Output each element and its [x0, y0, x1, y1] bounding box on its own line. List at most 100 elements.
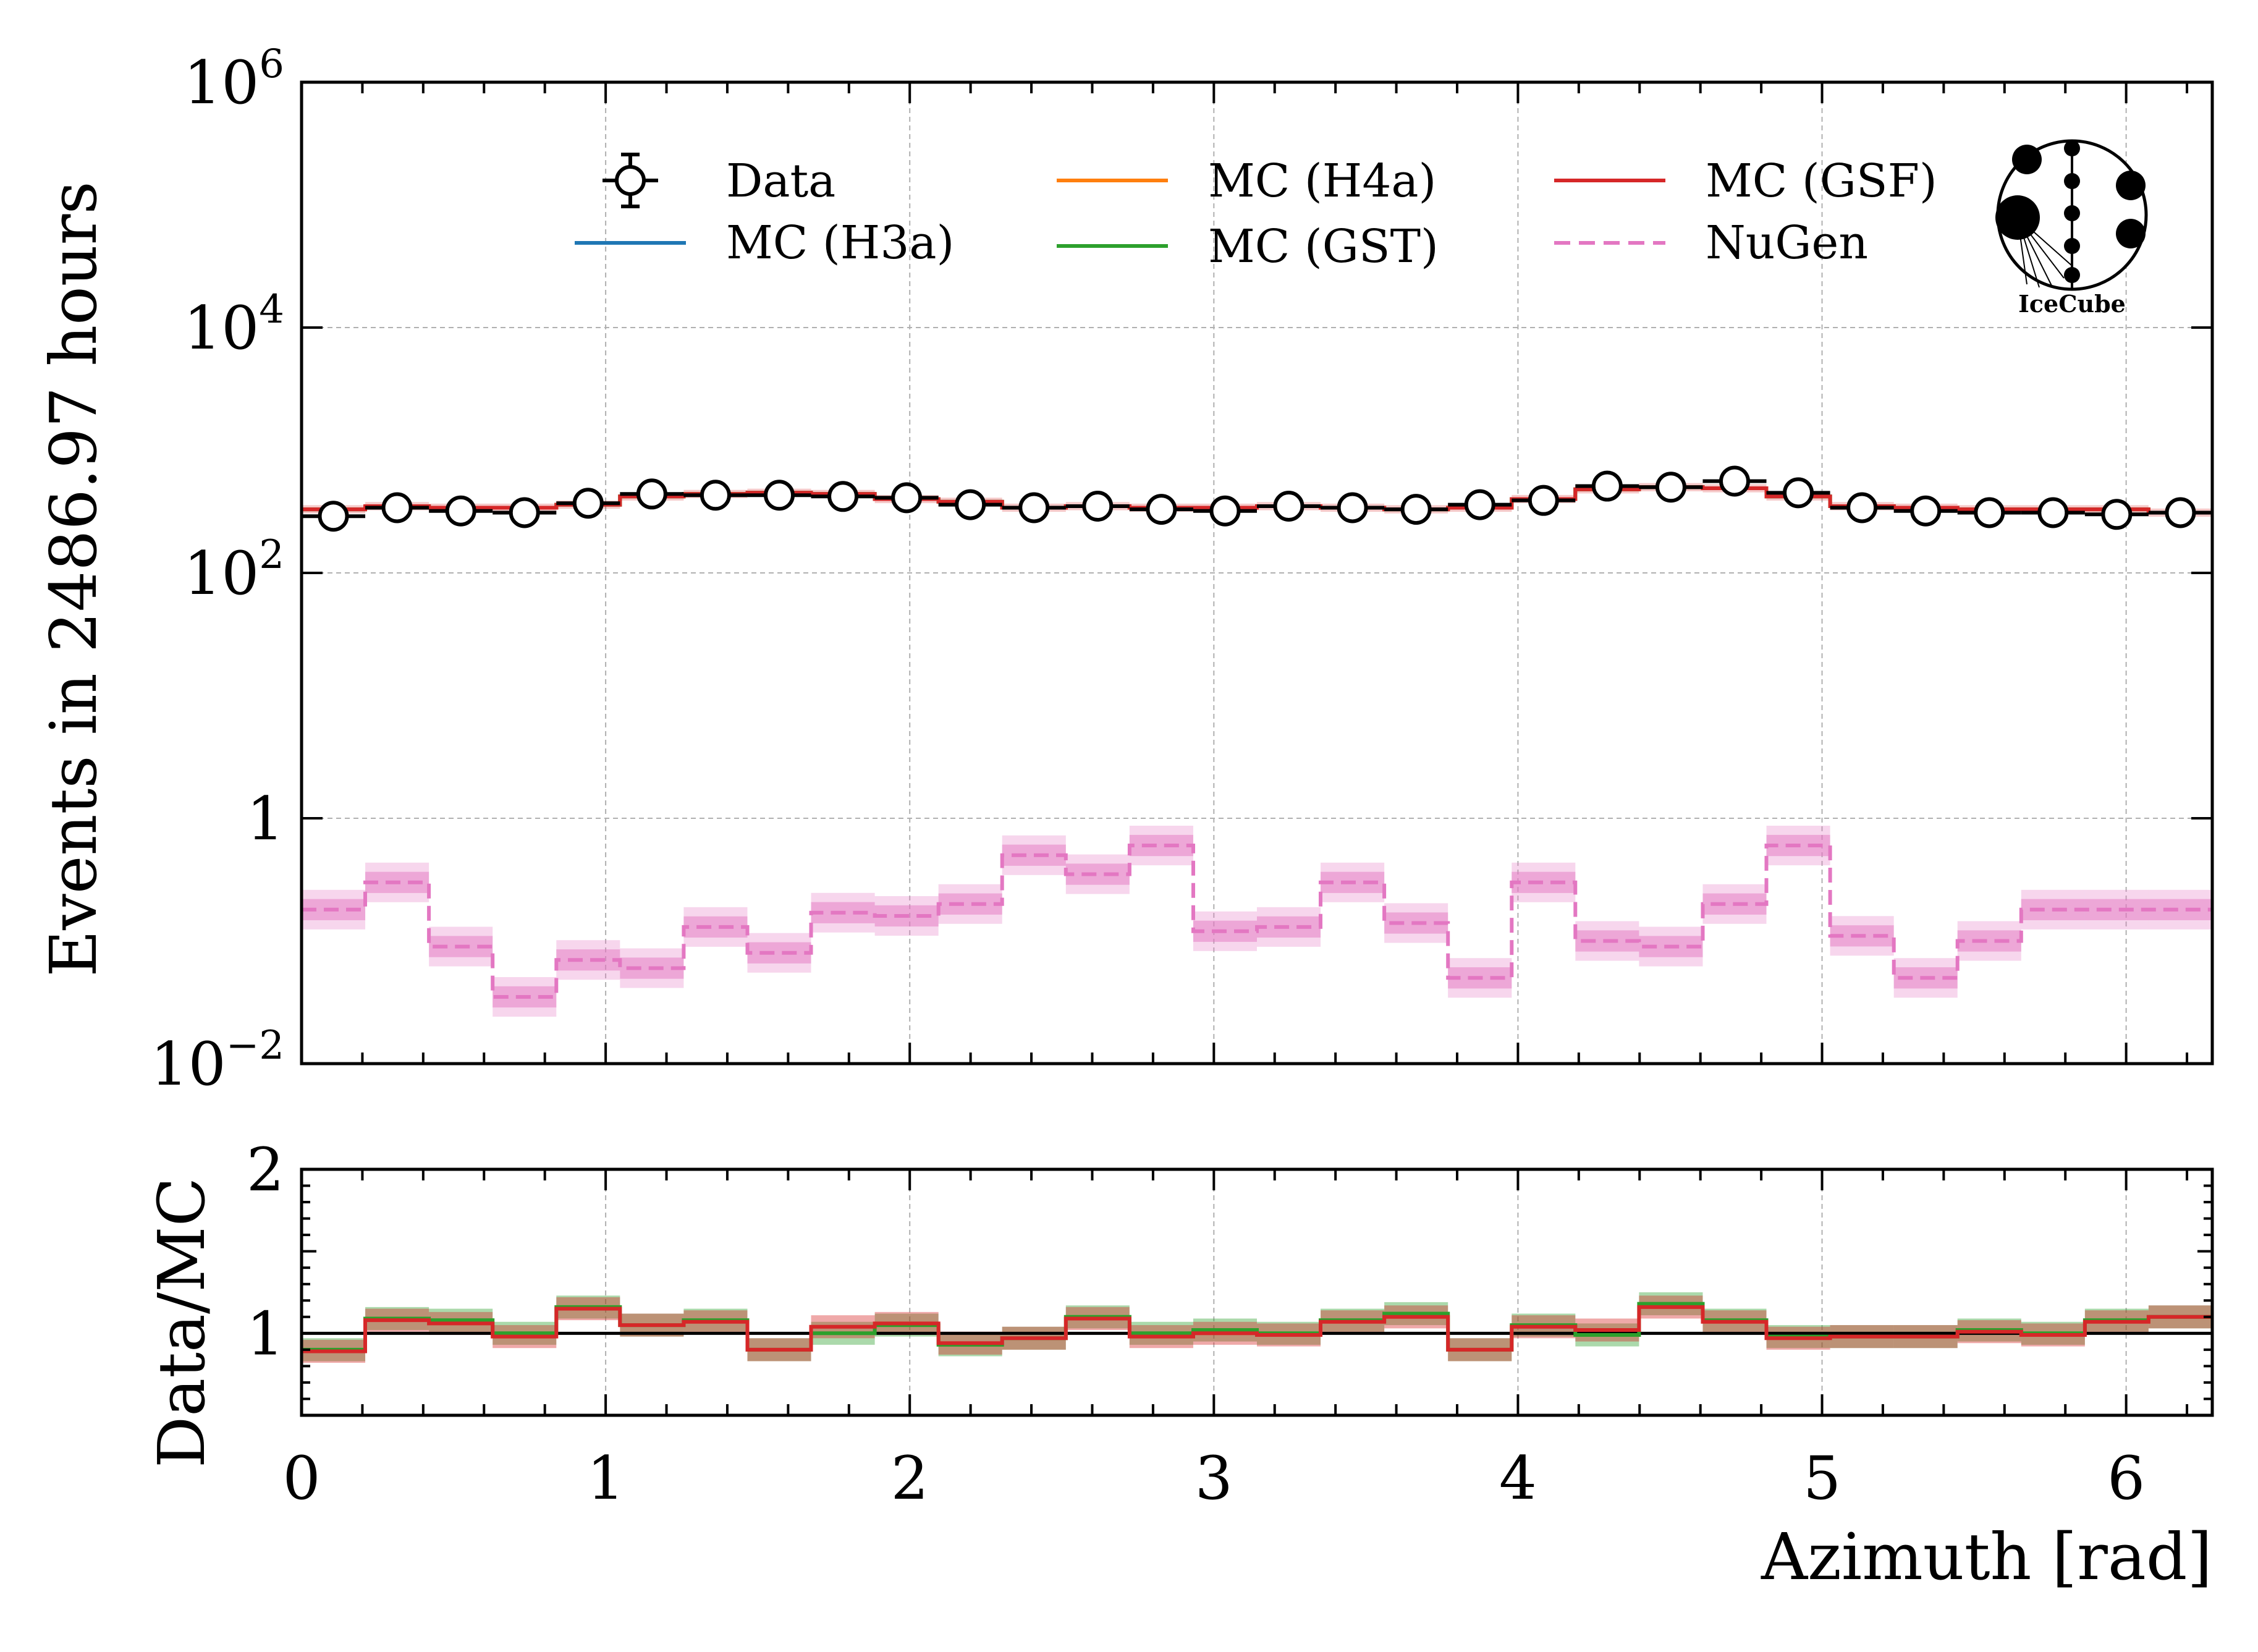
data-point — [1957, 497, 2021, 528]
data-point — [1193, 495, 1257, 527]
logo-rays — [2017, 217, 2073, 288]
nugen-band-inner — [1957, 930, 2021, 952]
data-point-marker — [827, 481, 859, 512]
ratio-line-mc-gsf — [302, 1305, 2212, 1353]
logo-dom — [2064, 267, 2080, 283]
data-point-marker — [1400, 494, 1432, 525]
x-tick-label: 6 — [2107, 1444, 2145, 1513]
data-point — [747, 480, 811, 511]
main-y-axis-title: Events in 2486.97 hours — [36, 181, 111, 977]
data-point-marker — [445, 495, 476, 527]
main-y-tick-labels: 10−2 1 102 104 106 — [151, 41, 285, 1099]
nugen-band-inner — [1065, 863, 1130, 885]
data-point — [938, 489, 1002, 520]
data-point-marker — [1719, 465, 1750, 497]
x-tick-label: 4 — [1499, 1444, 1537, 1513]
data-point-marker — [1082, 491, 1114, 522]
legend-entry-nugen: NuGen — [1554, 216, 1868, 269]
main-plot-panel: 10−2 1 102 104 106 Events in 2486.97 hours D… — [36, 41, 2214, 1099]
ratio-y-axis-title: Data/MC — [144, 1177, 219, 1468]
data-point-marker — [1655, 472, 1686, 503]
data-point — [1512, 485, 1576, 516]
main-axes-frame — [300, 80, 2214, 1065]
data-point-marker — [955, 489, 986, 520]
data-point-marker — [2101, 499, 2133, 530]
y-tick-label: 1 — [247, 784, 284, 854]
data-point-marker — [764, 480, 795, 511]
data-point-marker — [891, 482, 923, 514]
data-point-marker — [381, 492, 413, 523]
data-point-marker — [1273, 491, 1304, 522]
x-tick-label: 1 — [587, 1444, 625, 1513]
logo-dom — [2064, 205, 2080, 221]
x-tick-label: 5 — [1803, 1444, 1841, 1513]
logo-wordmark: IceCube — [2018, 290, 2126, 318]
data-point — [1129, 494, 1193, 525]
data-point-marker — [700, 480, 731, 511]
data-point — [1321, 492, 1385, 523]
y-tick-label: 106 — [184, 41, 284, 117]
data-point — [683, 480, 748, 511]
nugen-band-inner — [2084, 899, 2149, 920]
data-point-marker — [509, 497, 540, 528]
data-point-marker — [1591, 470, 1623, 502]
logo-hit — [2116, 219, 2146, 248]
logo-hit — [2116, 171, 2146, 200]
legend-entry-data: Data — [603, 153, 835, 208]
data-point — [1766, 477, 1830, 509]
logo-dom — [2064, 140, 2080, 156]
nugen-band-inner — [556, 949, 620, 971]
legend-label-data: Data — [726, 155, 835, 208]
data-point — [493, 497, 557, 528]
data-point-marker — [1910, 495, 1942, 527]
data-point-marker — [2165, 497, 2196, 528]
data-point — [1575, 470, 1639, 502]
data-point-marker — [572, 488, 604, 519]
nugen-band-inner — [2148, 899, 2212, 920]
data-points — [302, 465, 2212, 532]
data-point — [620, 478, 684, 510]
y-tick-label: 10−2 — [151, 1023, 285, 1099]
data-point — [365, 492, 429, 523]
data-point-marker — [1337, 492, 1368, 523]
logo-dom — [2064, 238, 2080, 254]
data-point-marker — [1783, 477, 1814, 509]
legend-label-nugen: NuGen — [1706, 216, 1868, 269]
ratio-y-tick-labels: 12 — [247, 1135, 284, 1368]
data-point — [1384, 494, 1448, 525]
legend-data-marker — [615, 165, 646, 196]
x-tick-label: 0 — [282, 1444, 320, 1513]
legend-entry-h3a: MC (H3a) — [575, 216, 954, 269]
data-point — [811, 481, 875, 512]
main-grid — [302, 82, 2212, 1064]
data-point — [2021, 497, 2085, 528]
data-point — [1065, 491, 1130, 522]
y-tick-label: 104 — [184, 287, 284, 363]
legend-entry-gsf: MC (GSF) — [1554, 155, 1937, 208]
legend: Data MC (H3a) MC (H4a) MC (GST) MC (GSF)… — [575, 153, 1937, 273]
data-point-marker — [1209, 495, 1241, 527]
x-tick-label: 2 — [891, 1444, 929, 1513]
legend-label-gsf: MC (GSF) — [1706, 155, 1937, 208]
data-point-marker — [2037, 497, 2069, 528]
legend-label-gst: MC (GST) — [1208, 220, 1439, 273]
legend-entry-h4a: MC (H4a) — [1057, 155, 1436, 208]
x-axis-title: Azimuth [rad] — [1761, 1519, 2212, 1595]
data-point — [1830, 492, 1894, 523]
data-point-marker — [1974, 497, 2005, 528]
logo-dom — [2064, 173, 2080, 189]
data-point — [556, 488, 620, 519]
legend-label-h3a: MC (H3a) — [726, 216, 954, 269]
data-point — [1702, 465, 1767, 497]
data-point-marker — [1146, 494, 1177, 525]
nugen-band-inner — [1129, 834, 1193, 857]
y-tick-label: 102 — [184, 532, 284, 608]
data-point-marker — [1846, 492, 1878, 523]
nugen-band-inner — [747, 942, 811, 964]
x-tick-label: 3 — [1195, 1444, 1233, 1513]
ratio-series-lines — [302, 1302, 2212, 1353]
data-point-marker — [1528, 485, 1559, 516]
